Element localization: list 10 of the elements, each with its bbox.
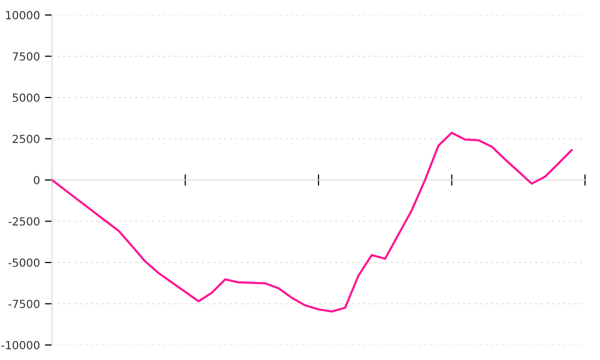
y-tick-label: 10000 <box>6 10 40 20</box>
y-tick-label: -10000 <box>1 340 40 350</box>
y-tick-label: -7500 <box>8 300 40 308</box>
y-tick-label: 5000 <box>12 93 40 102</box>
line-series <box>52 132 573 313</box>
y-tick-label: -2500 <box>8 217 40 226</box>
y-tick-label: 2500 <box>12 134 40 144</box>
y-tick-label: 7500 <box>12 52 40 61</box>
y-tick-label: 0 <box>34 176 40 184</box>
y-tick-label: -5000 <box>8 258 40 267</box>
